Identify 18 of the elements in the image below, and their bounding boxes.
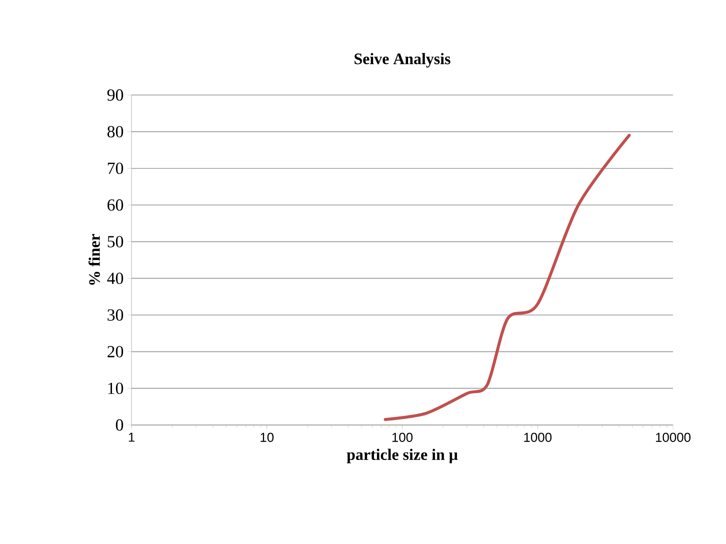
y-axis-title: % finer bbox=[88, 234, 100, 285]
x-tick-label: 10000 bbox=[656, 432, 691, 442]
chart-title: Seive Analysis bbox=[354, 53, 450, 68]
y-tick-label: 10 bbox=[108, 382, 124, 394]
y-tick-label: 80 bbox=[107, 126, 124, 138]
y-tick-label: 20 bbox=[108, 346, 124, 358]
y-tick-label: 60 bbox=[108, 199, 124, 211]
y-tick-label: 0 bbox=[116, 419, 124, 431]
y-tick-label: 50 bbox=[108, 236, 124, 248]
x-tick-label: 1 bbox=[128, 432, 134, 442]
y-tick-label: 40 bbox=[107, 272, 124, 284]
y-tick-label: 70 bbox=[108, 162, 124, 174]
x-tick-label: 100 bbox=[392, 432, 413, 442]
x-tick-label: 10 bbox=[260, 432, 274, 442]
y-tick-label: 30 bbox=[108, 309, 124, 321]
x-tick-label: 1000 bbox=[524, 432, 552, 442]
x-axis-title: particle size in μ bbox=[346, 448, 458, 464]
y-tick-label: 90 bbox=[107, 89, 124, 101]
